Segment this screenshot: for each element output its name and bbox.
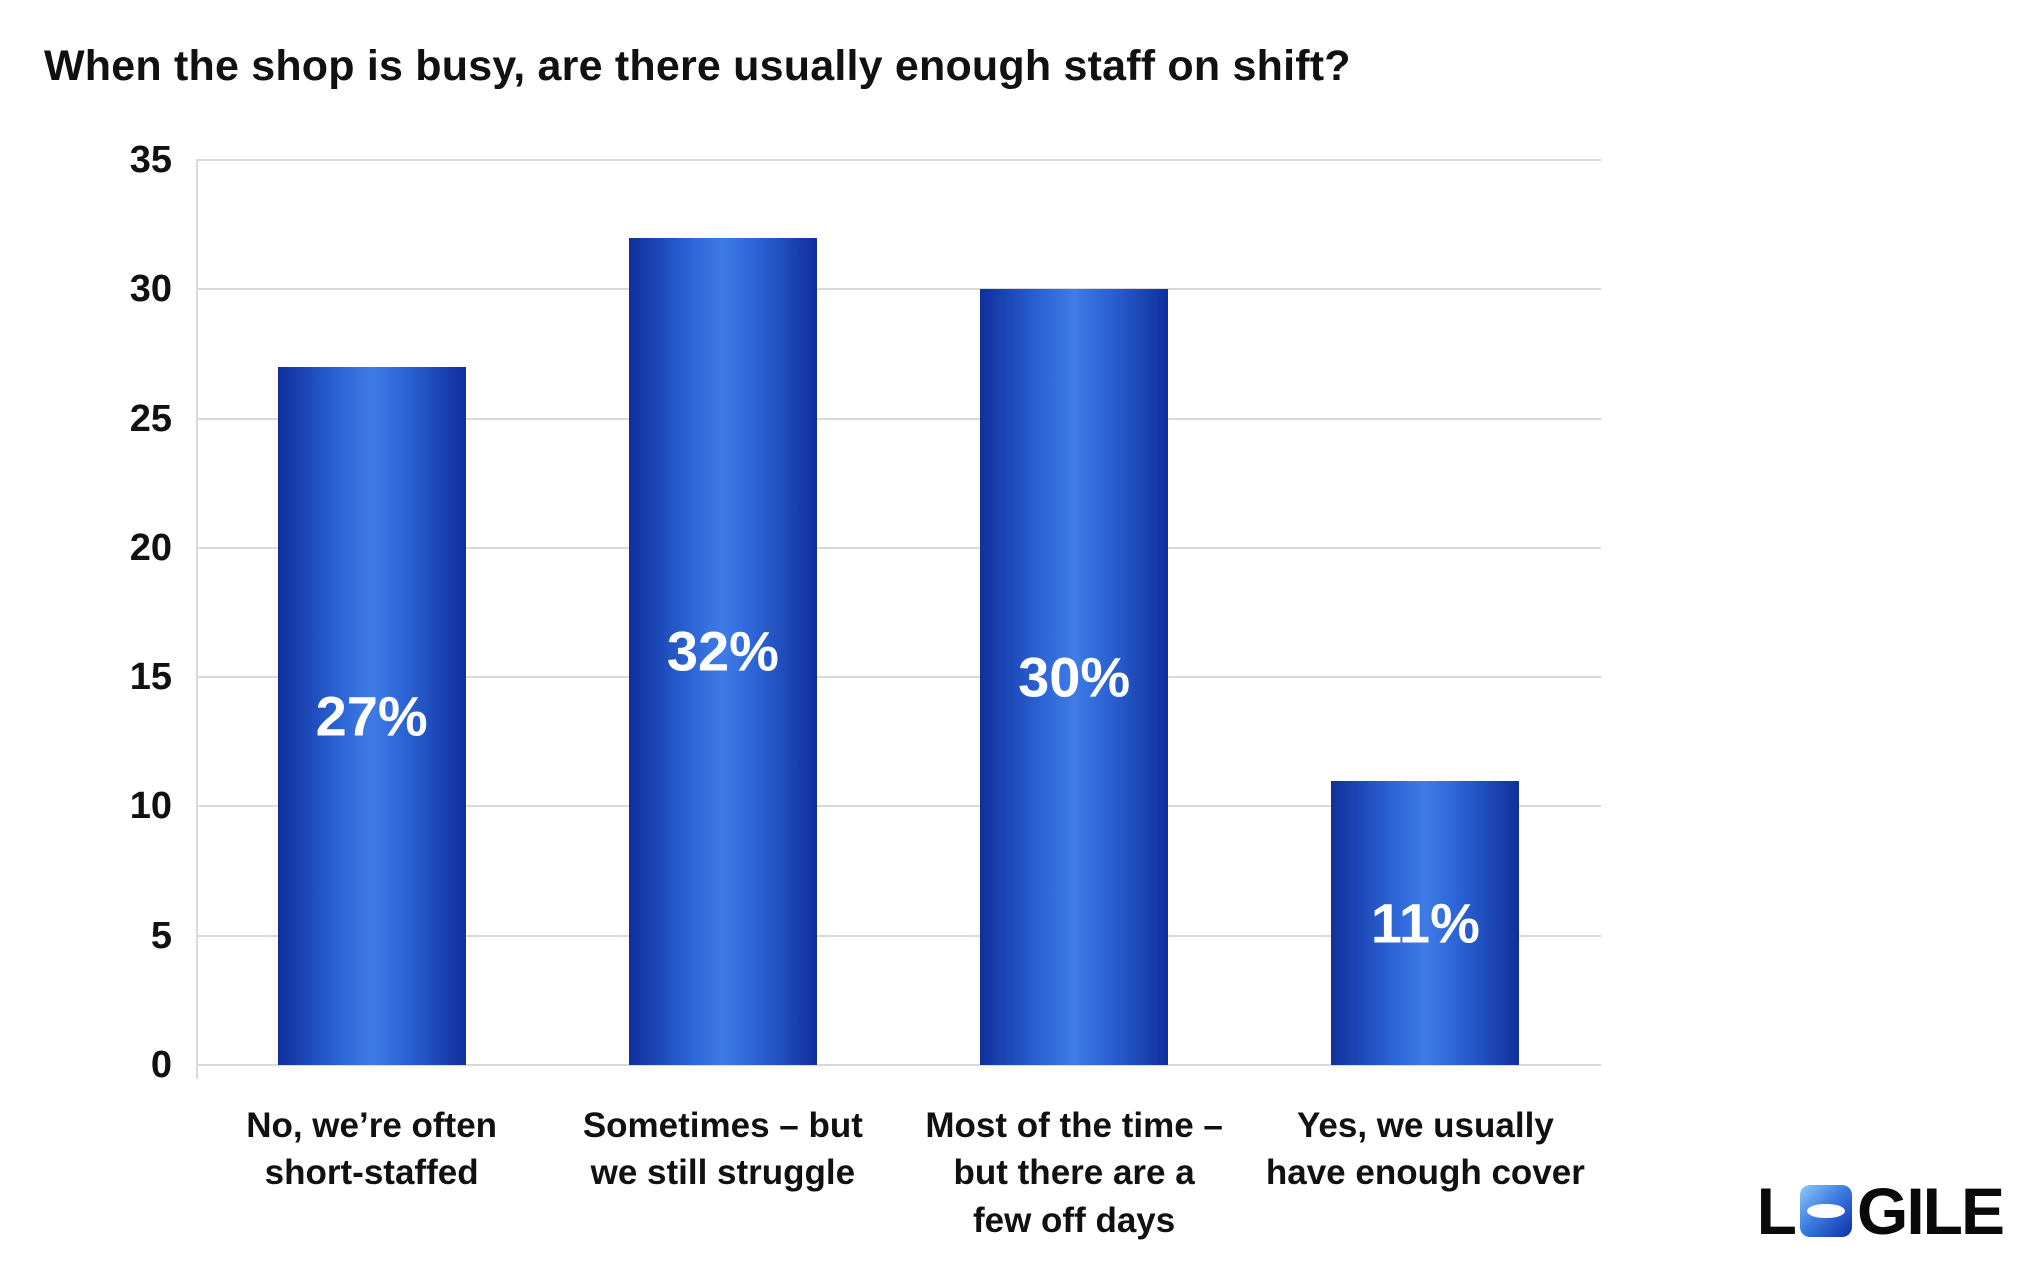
gridline-10 <box>196 805 1601 808</box>
category-label-3: Most of the time – but there are a few o… <box>925 1106 1223 1240</box>
gridline-5 <box>196 934 1601 937</box>
y-tick-label-30: 30 <box>129 268 172 311</box>
chart-title: When the shop is busy, are there usually… <box>44 42 1351 90</box>
bar-1: 27% <box>277 366 466 1065</box>
category-label-2: Sometimes – but we still struggle <box>582 1106 863 1193</box>
y-tick-label-20: 20 <box>129 526 172 569</box>
bar-2: 32% <box>628 237 817 1065</box>
gridline-30 <box>196 288 1601 291</box>
gridline-25 <box>196 417 1601 420</box>
y-tick-label-5: 5 <box>150 914 172 957</box>
gridline-20 <box>196 546 1601 549</box>
logile-logo: L GILE <box>1756 1173 2005 1249</box>
x-axis-labels: No, we’re often short-staffed Sometimes –… <box>196 1102 1601 1275</box>
bar-3: 30% <box>980 289 1169 1065</box>
logile-o-icon <box>1799 1185 1852 1237</box>
bar-4: 11% <box>1331 780 1520 1065</box>
y-tick-label-15: 15 <box>129 656 172 699</box>
bar-value-label-4: 11% <box>1370 891 1480 955</box>
gridline-0 <box>196 1064 1601 1066</box>
y-axis: 0 5 10 15 20 25 30 35 <box>0 141 172 1084</box>
plot-area: 27% 32% 30% 11% <box>196 159 1601 1079</box>
logo-letter-l: L <box>1756 1174 1797 1248</box>
gridline-35 <box>196 159 1601 161</box>
y-tick-label-35: 35 <box>129 139 172 181</box>
bar-value-label-3: 30% <box>1018 645 1131 709</box>
category-label-4: Yes, we usually have enough cover <box>1265 1106 1585 1193</box>
y-axis-line <box>196 160 198 1079</box>
y-tick-label-0: 0 <box>150 1044 172 1086</box>
bar-value-label-2: 32% <box>666 619 779 683</box>
y-tick-label-25: 25 <box>129 397 172 440</box>
category-label-1: No, we’re often short-staffed <box>246 1106 498 1193</box>
y-tick-label-10: 10 <box>129 785 172 828</box>
bar-value-label-1: 27% <box>315 684 428 748</box>
logo-letters-gile: GILE <box>1856 1174 2005 1248</box>
gridline-15 <box>196 676 1601 679</box>
